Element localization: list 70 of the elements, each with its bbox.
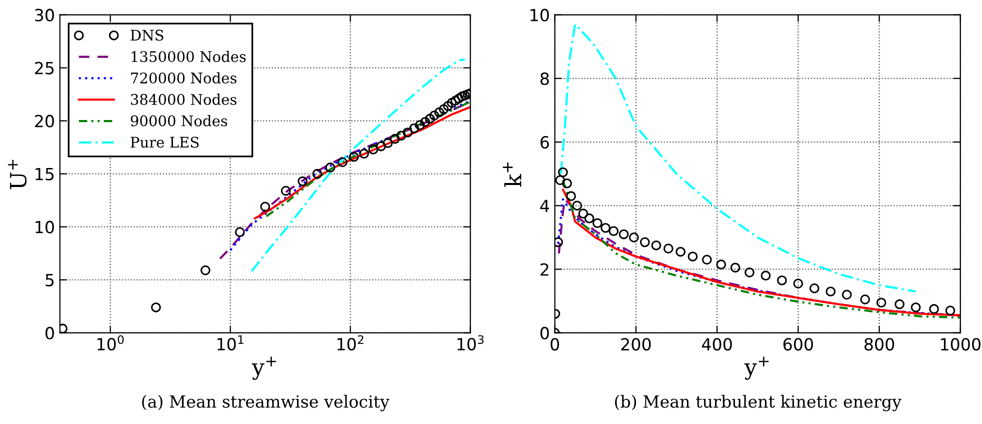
x-tick-label: 600: [783, 338, 813, 351]
y-tick-label: 20: [35, 114, 54, 128]
point: [929, 304, 939, 314]
y-tick-label: 0: [46, 326, 54, 340]
line-series: [560, 23, 917, 293]
point: [578, 208, 588, 219]
point: [876, 298, 886, 308]
point: [584, 213, 594, 224]
point: [592, 218, 602, 228]
x-tick-label: 10$^{1}$: [218, 335, 244, 350]
legend-label: 90000 Nodes: [130, 115, 228, 126]
point: [676, 246, 686, 257]
point: [640, 237, 650, 248]
text: (b) Mean turbulent kinetic energy: [615, 394, 902, 412]
point: [744, 267, 754, 278]
point: [562, 178, 572, 188]
point: [716, 260, 726, 270]
point: [910, 302, 921, 312]
legend-label: 1350000 Nodes: [132, 50, 246, 62]
y-tick-label: 4: [540, 200, 550, 212]
point: [566, 191, 576, 202]
y-tick-label: 6: [540, 136, 549, 149]
y-tick-label: 25: [35, 62, 54, 74]
point: [760, 270, 771, 281]
point: [608, 226, 619, 236]
y-axis-title: k$^{+}$: [502, 162, 522, 187]
y-axis-title: U$^{+}$: [8, 160, 27, 190]
y-tick-label: 10: [530, 8, 549, 22]
point: [651, 240, 662, 250]
x-tick-label: 0: [550, 338, 560, 351]
point: [809, 283, 820, 294]
point: [572, 200, 582, 211]
x-tick-label: 800: [864, 338, 894, 351]
point: [702, 254, 712, 265]
y-tick-label: 8: [540, 72, 549, 86]
point: [555, 175, 566, 186]
x-axis-title: y$^{+}$: [744, 356, 769, 380]
point: [842, 290, 852, 300]
point: [730, 262, 740, 273]
x-tick-label: 10$^{2}$: [338, 335, 364, 350]
point: [688, 252, 698, 262]
point: [618, 229, 629, 240]
point: [628, 232, 639, 242]
y-tick-label: 15: [36, 168, 54, 180]
point: [826, 286, 836, 296]
y-tick-label: 5: [46, 274, 54, 286]
y-tick-label: 0: [540, 326, 549, 340]
legend-label: 720000 Nodes: [131, 72, 236, 84]
point: [894, 299, 904, 310]
y-tick-label: 10: [36, 220, 54, 234]
x-axis-title: y$^{+}$: [252, 356, 276, 380]
x-tick-label: 10$^{3}$: [458, 335, 484, 350]
point: [600, 222, 610, 233]
x-tick-label: 1000: [941, 338, 980, 351]
point: [860, 294, 870, 304]
point: [558, 167, 568, 178]
x-tick-label: 10$^{0}$: [98, 335, 124, 350]
legend-label: DNS: [130, 30, 164, 41]
point: [793, 278, 804, 288]
point: [663, 244, 674, 254]
point: [945, 306, 956, 316]
point: [554, 237, 564, 248]
legend-label: Pure LES: [130, 136, 199, 148]
x-tick-label: 200: [621, 338, 651, 351]
point: [777, 275, 787, 286]
legend-label: 384000 Nodes: [131, 94, 236, 105]
y-tick-label: 2: [540, 263, 548, 276]
text: (a) Mean streamwise velocity: [142, 394, 390, 412]
y-tick-label: 30: [35, 8, 54, 22]
x-tick-label: 400: [702, 338, 732, 351]
